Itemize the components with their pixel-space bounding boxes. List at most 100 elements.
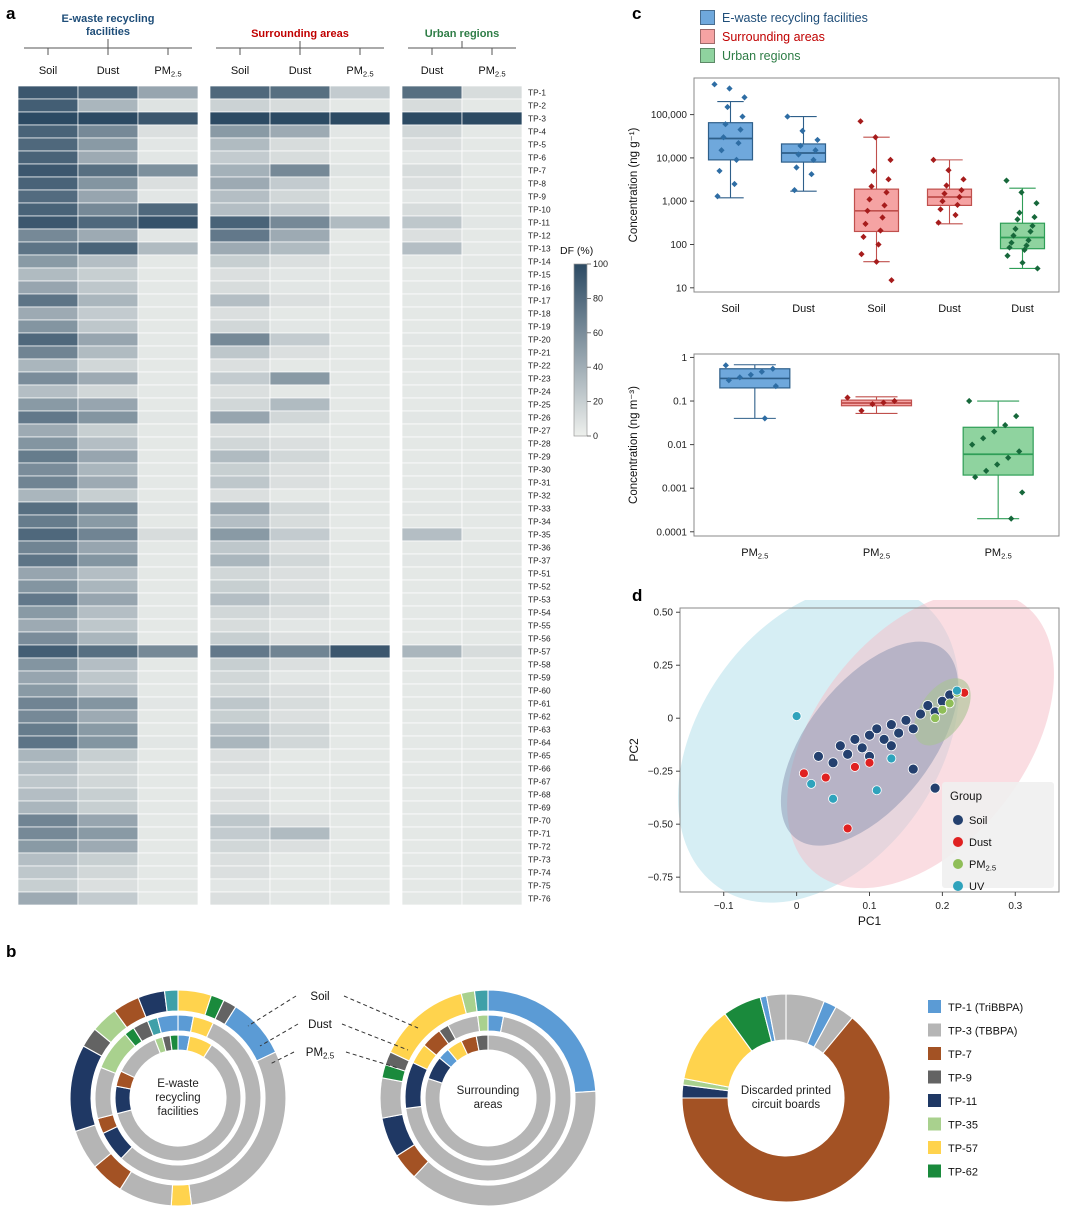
- heatmap-cell: [17, 501, 79, 516]
- heatmap-cell: [401, 748, 463, 763]
- scatter-point: [922, 700, 934, 711]
- heatmap-cell: [77, 657, 139, 672]
- data-point: [791, 187, 798, 194]
- data-point: [761, 415, 768, 422]
- heatmap-cell: [209, 436, 271, 451]
- heatmap-cell: [269, 566, 331, 581]
- heatmap-cell: [17, 826, 79, 841]
- heatmap-cell: [209, 150, 271, 165]
- heatmap-cell: [401, 280, 463, 295]
- heatmap-cell: [461, 202, 523, 217]
- heatmap-cell: [209, 254, 271, 269]
- heatmap-cell: [461, 176, 523, 191]
- heatmap-cell: [137, 761, 199, 776]
- heatmap-cell: [17, 85, 79, 100]
- heatmap-cell: [137, 124, 199, 139]
- heatmap-cell: [269, 397, 331, 412]
- heatmap-cell: [17, 735, 79, 750]
- heatmap-cell: [401, 683, 463, 698]
- row-label: TP-74: [528, 868, 551, 878]
- heatmap-cell: [77, 527, 139, 542]
- heatmap-cell: [461, 514, 523, 529]
- heatmap-cell: [137, 475, 199, 490]
- heatmap-cell: [77, 579, 139, 594]
- heatmap-cell: [17, 215, 79, 230]
- panel-a-label: a: [6, 4, 16, 23]
- heatmap-cell: [269, 436, 331, 451]
- heatmap-cell: [329, 631, 391, 646]
- heatmap-cell: [17, 98, 79, 113]
- heatmap-cell: [77, 111, 139, 126]
- line: [345, 1051, 399, 1069]
- heatmap-cell: [329, 761, 391, 776]
- data-point: [716, 167, 723, 175]
- heatmap-cell: [461, 631, 523, 646]
- heatmap-cell: [269, 787, 331, 802]
- heatmap-cell: [17, 150, 79, 165]
- x-category-label: PM2.5: [985, 547, 1012, 561]
- heatmap-cell: [401, 540, 463, 555]
- heatmap-cell: [401, 397, 463, 412]
- row-label: TP-64: [528, 738, 551, 748]
- heatmap-cell: [209, 605, 271, 620]
- heatmap-cell: [269, 280, 331, 295]
- row-label: TP-28: [528, 439, 551, 449]
- ring-label: Soil: [310, 991, 329, 1003]
- heatmap-cell: [17, 189, 79, 204]
- heatmap-cell: [461, 657, 523, 672]
- legend-label: E-waste recycling facilities: [722, 10, 868, 25]
- scatter-point: [820, 772, 831, 783]
- scatter-point: [944, 698, 955, 709]
- row-label: TP-8: [528, 179, 546, 189]
- heatmap-cell: [329, 735, 391, 750]
- heatmap-cell: [137, 787, 199, 802]
- heatmap-cell: [401, 631, 463, 646]
- data-point: [1018, 189, 1025, 196]
- heatmap-cell: [77, 553, 139, 568]
- heatmap-cell: [461, 241, 523, 256]
- data-point: [1019, 259, 1026, 266]
- row-label: TP-63: [528, 725, 551, 735]
- heatmap-cell: [329, 839, 391, 854]
- data-point: [945, 167, 952, 174]
- heatmap-cell: [461, 111, 523, 126]
- heatmap-cell: [401, 787, 463, 802]
- heatmap-cell: [77, 306, 139, 321]
- scatter-point: [850, 762, 860, 772]
- data-point: [888, 277, 895, 284]
- heatmap-cell: [269, 540, 331, 555]
- heatmap-cell: [401, 371, 463, 386]
- heatmap-cell: [461, 293, 523, 308]
- heatmap-cell: [401, 657, 463, 672]
- donut-segment: [169, 1034, 179, 1051]
- heatmap-cell: [461, 449, 523, 464]
- line: [343, 995, 419, 1029]
- data-point: [877, 227, 884, 234]
- column-label: Dust: [421, 65, 444, 77]
- heatmap-cell: [17, 137, 79, 152]
- row-label: TP-21: [528, 348, 551, 358]
- legend-swatch: [928, 1141, 941, 1154]
- heatmap-cell: [329, 618, 391, 633]
- ring-label: PM2.5: [306, 1047, 335, 1061]
- heatmap-cell: [17, 306, 79, 321]
- line: [341, 1023, 409, 1051]
- heatmap-cell: [137, 332, 199, 347]
- legend-label: TP-35: [948, 1120, 978, 1132]
- data-point: [1006, 244, 1013, 251]
- heatmap-cell: [17, 111, 79, 126]
- heatmap-cell: [137, 839, 199, 854]
- heatmap-cell: [401, 605, 463, 620]
- scatter-point: [791, 711, 802, 721]
- heatmap-cell: [269, 657, 331, 672]
- donut-segment: [170, 1183, 193, 1207]
- heatmap-cell: [137, 215, 199, 230]
- heatmap-cell: [77, 384, 139, 399]
- y-tick-label: 10: [676, 283, 688, 294]
- data-point: [958, 187, 965, 194]
- heatmap-cell: [77, 436, 139, 451]
- heatmap-cell: [137, 319, 199, 334]
- heatmap-cell: [329, 397, 391, 412]
- heatmap-cell: [209, 228, 271, 243]
- heatmap-cell: [329, 501, 391, 516]
